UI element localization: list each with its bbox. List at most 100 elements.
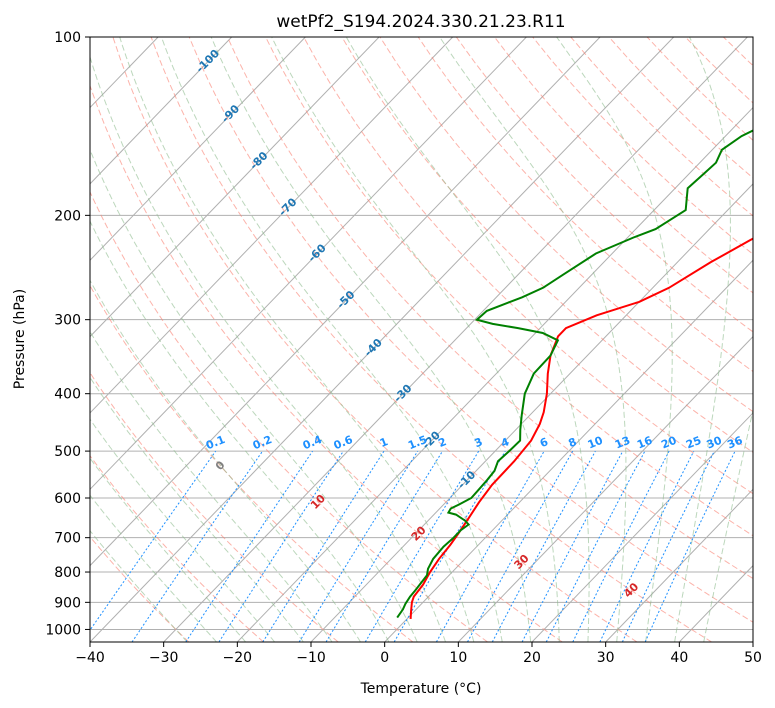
moist-adiabat-line xyxy=(90,220,390,642)
isotherm-line xyxy=(457,335,753,642)
mixing-ratio-line xyxy=(435,450,545,642)
y-tick-label: 400 xyxy=(54,387,81,403)
x-tick-label: 30 xyxy=(597,650,615,666)
mixing-ratio-label: 8 xyxy=(567,435,579,450)
isotherm-line xyxy=(384,259,753,642)
moist-adiabat-line xyxy=(90,494,217,642)
moist-adiabat-line xyxy=(703,407,753,642)
y-tick-label: 500 xyxy=(54,444,81,460)
mixing-ratio-label: 25 xyxy=(684,434,703,452)
y-tick-label: 1000 xyxy=(45,622,81,638)
mixing-ratio-label: 36 xyxy=(725,434,744,452)
moist-adiabat-line xyxy=(439,37,627,642)
profile-series xyxy=(396,129,753,619)
mixing-ratio-line xyxy=(599,450,695,642)
y-tick-label: 100 xyxy=(54,30,81,46)
mixing-ratio-line xyxy=(262,450,385,642)
dry-adiabat-line xyxy=(226,37,753,580)
y-axis-label: Pressure (hPa) xyxy=(12,289,28,389)
moist-adiabat-line xyxy=(90,530,188,642)
moist-adiabat-line xyxy=(210,37,532,642)
moist-adiabat-line xyxy=(119,37,475,642)
moist-adiabat-line xyxy=(674,37,731,642)
x-tick-label: 10 xyxy=(449,650,467,666)
y-tick-label: 600 xyxy=(54,491,81,507)
dry-adiabat-line xyxy=(90,535,190,642)
isotherm-line xyxy=(90,37,380,338)
mixing-ratio-line xyxy=(131,450,264,642)
x-tick-label: −40 xyxy=(75,650,105,666)
x-tick-label: −20 xyxy=(223,650,253,666)
moist-adiabat-line xyxy=(90,330,333,642)
mixing-ratio-label: 1 xyxy=(378,435,390,450)
mixing-ratio-label: 16 xyxy=(635,434,654,452)
dry-adiabat-line xyxy=(90,284,414,642)
x-tick-label: 40 xyxy=(670,650,688,666)
mixing-ratio-line xyxy=(621,450,715,642)
moist-adiabat-line xyxy=(556,37,673,642)
isotherm-line xyxy=(90,37,527,491)
x-tick-label: 50 xyxy=(744,650,762,666)
mixing-ratio-lines xyxy=(90,450,736,642)
mixing-ratio-label: 13 xyxy=(613,434,632,452)
isotherm-line xyxy=(163,37,748,642)
mixing-ratio-line xyxy=(572,450,670,642)
skewed-isotherms xyxy=(90,37,753,642)
dry-adiabat-line xyxy=(188,37,753,623)
mixing-ratio-label: 30 xyxy=(705,434,724,452)
moist-adiabats xyxy=(90,37,753,642)
mixing-ratio-label: 2 xyxy=(436,435,448,450)
mixing-ratio-line xyxy=(298,450,419,642)
mixing-ratio-line xyxy=(545,450,646,642)
dry-adiabat-line xyxy=(150,37,712,642)
x-tick-label: −10 xyxy=(296,650,326,666)
dry-adiabat-line xyxy=(303,37,753,495)
moist-adiabat-line xyxy=(90,418,275,642)
isotherm-line xyxy=(90,37,454,414)
dry-adiabat-line xyxy=(455,37,753,333)
moist-adiabat-line xyxy=(271,37,560,642)
y-tick-label: 700 xyxy=(54,531,81,547)
x-tick-label: −30 xyxy=(149,650,179,666)
y-axis-ticks: 100 200 300 400 500 600 700 800 900 1000 xyxy=(45,30,90,638)
isotherm-line xyxy=(605,488,753,642)
moist-adiabat-line xyxy=(160,37,503,642)
dry-adiabat-line xyxy=(265,37,753,537)
x-axis-ticks: −40 −30 −20 −10 0 10 20 30 40 50 xyxy=(75,642,762,666)
x-axis-label: Temperature (°C) xyxy=(360,681,482,697)
y-tick-label: 300 xyxy=(54,313,81,329)
isotherm-line xyxy=(531,412,753,642)
mixing-ratio-line xyxy=(90,450,217,632)
isotherm-line xyxy=(90,37,601,567)
dry-adiabat-line xyxy=(90,190,488,642)
moist-adiabat-line xyxy=(90,148,418,642)
dewpoint-profile-line xyxy=(396,129,753,619)
dry-adiabat-line xyxy=(341,37,753,453)
plot-frame xyxy=(89,36,754,643)
moist-adiabat-line xyxy=(90,376,304,642)
x-tick-label: 20 xyxy=(523,650,541,666)
mixing-ratio-line xyxy=(467,450,574,642)
mixing-ratio-line xyxy=(185,450,314,642)
y-tick-label: 900 xyxy=(54,595,81,611)
temperature-profile-line xyxy=(409,237,753,619)
isotherm-line xyxy=(90,37,306,261)
moist-adiabat-line xyxy=(90,55,446,642)
moist-adiabat-line xyxy=(345,37,590,642)
mixing-ratio-line xyxy=(218,450,344,642)
dry-adiabat-line xyxy=(379,37,753,413)
y-tick-label: 200 xyxy=(54,208,81,224)
isotherm-line xyxy=(90,37,233,185)
mixing-ratio-label: 10 xyxy=(586,434,605,452)
dry-adiabat-line xyxy=(90,84,563,642)
mixing-ratio-line xyxy=(325,450,443,642)
dry-adiabat-line xyxy=(494,37,753,294)
x-tick-label: 0 xyxy=(380,650,389,666)
mixing-ratio-line xyxy=(491,450,596,642)
mixing-ratio-label: 20 xyxy=(659,434,678,452)
moist-adiabat-line xyxy=(90,457,246,642)
y-tick-label: 800 xyxy=(54,565,81,581)
mixing-ratio-line xyxy=(644,450,736,642)
